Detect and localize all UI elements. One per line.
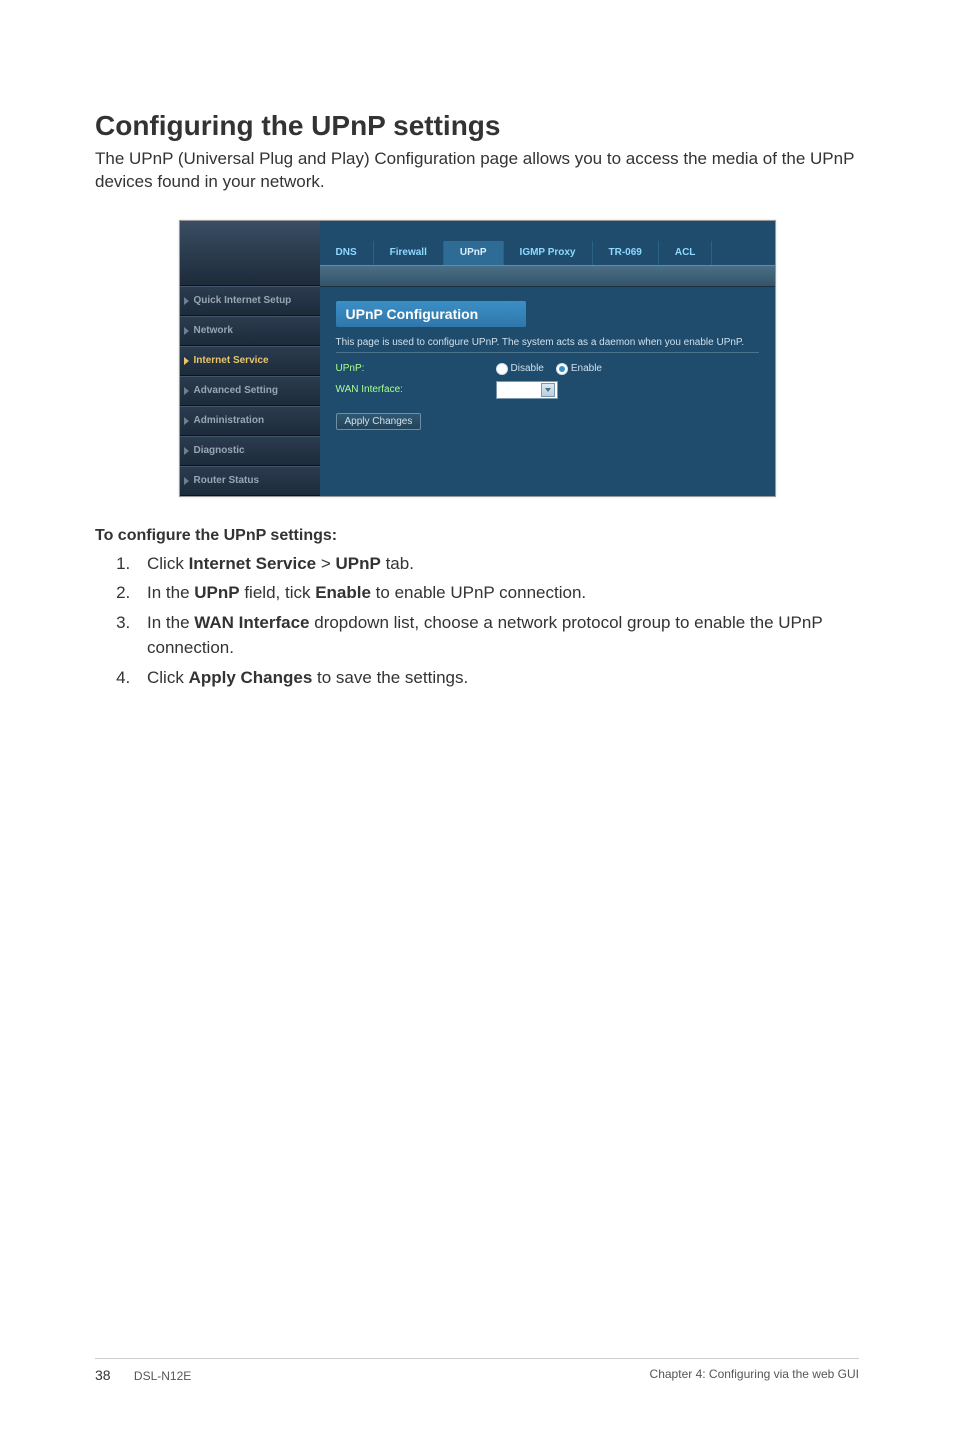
panel-description: This page is used to configure UPnP. The… — [336, 337, 759, 348]
sidebar-item-network[interactable]: Network — [180, 316, 320, 346]
step-2: In the UPnP field, tick Enable to enable… — [135, 580, 859, 606]
sidebar-item-router-status[interactable]: Router Status — [180, 466, 320, 496]
step-text: tab. — [381, 554, 414, 573]
tab-upnp[interactable]: UPnP — [444, 241, 504, 265]
step-1: Click Internet Service > UPnP tab. — [135, 551, 859, 577]
step-text: field, tick — [240, 583, 316, 602]
radio-enable-label: Enable — [571, 363, 602, 374]
footer-left: 38 DSL-N12E — [95, 1367, 191, 1383]
step-bold: Apply Changes — [189, 668, 313, 687]
upnp-label: UPnP: — [336, 363, 496, 374]
chapter-label: Chapter 4: Configuring via the web GUI — [650, 1367, 859, 1383]
radio-disable[interactable] — [496, 363, 508, 375]
step-bold: Internet Service — [189, 554, 317, 573]
sidebar: Quick Internet Setup Network Internet Se… — [180, 221, 320, 496]
upnp-field-row: UPnP: Disable Enable — [336, 363, 759, 375]
content-pane: DNS Firewall UPnP IGMP Proxy TR-069 ACL … — [320, 221, 775, 496]
wan-interface-label: WAN Interface: — [336, 384, 496, 395]
radio-disable-label: Disable — [511, 363, 544, 374]
page-heading: Configuring the UPnP settings — [95, 110, 859, 142]
tab-firewall[interactable]: Firewall — [374, 241, 444, 265]
sidebar-item-quick-setup[interactable]: Quick Internet Setup — [180, 286, 320, 316]
step-bold: WAN Interface — [194, 613, 309, 632]
wan-interface-select[interactable] — [496, 381, 558, 399]
tab-acl[interactable]: ACL — [659, 241, 713, 265]
model-name: DSL-N12E — [134, 1369, 191, 1383]
instructions-list: Click Internet Service > UPnP tab. In th… — [95, 551, 859, 691]
step-text: Click — [147, 554, 189, 573]
step-bold: UPnP — [336, 554, 381, 573]
page-footer: 38 DSL-N12E Chapter 4: Configuring via t… — [95, 1358, 859, 1383]
sidebar-item-internet-service[interactable]: Internet Service — [180, 346, 320, 376]
step-4: Click Apply Changes to save the settings… — [135, 665, 859, 691]
tab-dns[interactable]: DNS — [320, 241, 374, 265]
page-number: 38 — [95, 1367, 111, 1383]
step-3: In the WAN Interface dropdown list, choo… — [135, 610, 859, 661]
wan-interface-row: WAN Interface: — [336, 381, 759, 399]
panel-title: UPnP Configuration — [336, 301, 526, 327]
divider — [336, 352, 759, 353]
step-bold: UPnP — [194, 583, 239, 602]
sidebar-logo-area — [180, 221, 320, 286]
step-text: In the — [147, 613, 194, 632]
step-text: to enable UPnP connection. — [371, 583, 586, 602]
tab-bar: DNS Firewall UPnP IGMP Proxy TR-069 ACL — [320, 241, 775, 265]
sidebar-item-advanced[interactable]: Advanced Setting — [180, 376, 320, 406]
sub-header-bar — [320, 265, 775, 287]
tab-igmp-proxy[interactable]: IGMP Proxy — [504, 241, 593, 265]
tab-tr069[interactable]: TR-069 — [593, 241, 659, 265]
radio-enable[interactable] — [556, 363, 568, 375]
instructions-heading: To configure the UPnP settings: — [95, 527, 859, 545]
step-text: > — [316, 554, 335, 573]
step-text: Click — [147, 668, 189, 687]
apply-changes-button[interactable]: Apply Changes — [336, 413, 422, 430]
step-text: to save the settings. — [312, 668, 468, 687]
step-bold: Enable — [315, 583, 371, 602]
router-ui-screenshot: Quick Internet Setup Network Internet Se… — [179, 220, 776, 497]
intro-text: The UPnP (Universal Plug and Play) Confi… — [95, 148, 859, 194]
step-text: In the — [147, 583, 194, 602]
sidebar-item-administration[interactable]: Administration — [180, 406, 320, 436]
sidebar-item-diagnostic[interactable]: Diagnostic — [180, 436, 320, 466]
